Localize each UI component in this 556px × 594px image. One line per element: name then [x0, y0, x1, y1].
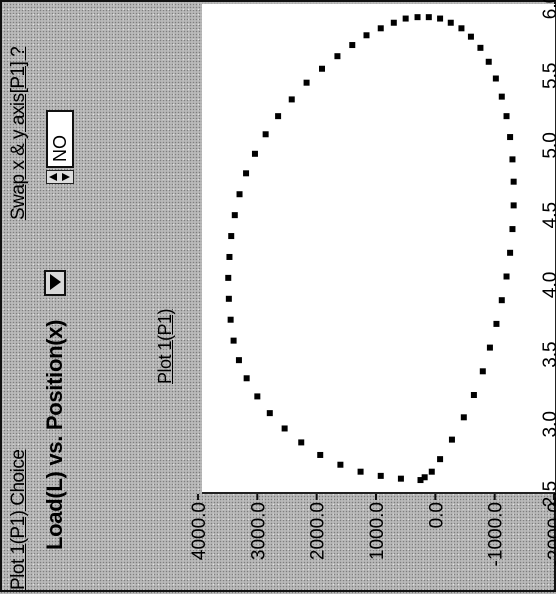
data-point: [227, 316, 234, 323]
data-point: [243, 170, 250, 177]
data-point: [437, 15, 444, 22]
data-point: [421, 474, 428, 481]
data-point: [479, 368, 486, 375]
data-point: [390, 19, 397, 26]
data-point: [492, 75, 499, 82]
data-point: [510, 178, 517, 185]
x-tick-label: 5.0: [540, 132, 556, 158]
data-point: [236, 191, 243, 198]
data-point: [317, 451, 324, 458]
data-point: [510, 202, 517, 209]
y-tick-label: 1000.0: [367, 502, 388, 560]
data-point: [281, 425, 288, 432]
data-point: [458, 25, 465, 32]
data-point: [243, 375, 250, 382]
data-point: [298, 439, 305, 446]
data-point: [397, 475, 404, 482]
x-tick-label: 4.0: [540, 272, 556, 298]
data-point: [334, 53, 341, 60]
data-point: [428, 468, 435, 475]
data-point: [288, 96, 295, 103]
data-point: [349, 42, 356, 49]
data-point: [254, 393, 261, 400]
x-tick-label: 2.5: [540, 481, 556, 507]
data-point: [275, 113, 282, 120]
data-point: [337, 461, 344, 468]
data-point: [470, 392, 477, 399]
data-point: [507, 249, 514, 256]
data-point: [485, 58, 492, 65]
data-point: [251, 150, 258, 157]
data-point: [235, 357, 242, 364]
data-point: [357, 468, 364, 475]
y-tick-label: 0.0: [426, 502, 447, 528]
x-tick-label: 3.0: [540, 411, 556, 437]
data-point: [509, 156, 516, 163]
data-point: [228, 233, 235, 240]
data-point: [262, 131, 269, 138]
data-point: [447, 19, 454, 26]
data-point: [414, 14, 421, 21]
x-tick-label: 5.5: [540, 63, 556, 89]
data-point: [231, 212, 238, 219]
x-tick-label: 4.5: [540, 202, 556, 228]
data-point: [319, 65, 326, 72]
data-point: [477, 44, 484, 51]
data-point: [437, 456, 444, 463]
data-point: [402, 15, 409, 22]
data-point: [467, 33, 474, 40]
y-tick-label: 2000.0: [308, 502, 329, 560]
data-point: [363, 32, 370, 39]
data-point: [507, 134, 514, 141]
data-point: [486, 344, 493, 351]
data-point: [377, 25, 384, 32]
data-point: [460, 414, 467, 421]
data-point: [226, 253, 233, 260]
data-point: [303, 79, 310, 86]
y-tick-label: 3000.0: [248, 502, 269, 560]
x-tick-label: 6.0: [540, 0, 556, 19]
data-point: [503, 113, 510, 120]
data-point: [377, 472, 384, 479]
data-point: [503, 273, 510, 280]
data-point: [266, 410, 273, 417]
y-tick-label: 4000.0: [189, 502, 210, 560]
y-tick-label: -2000.0: [545, 502, 556, 566]
x-tick-label: 3.5: [540, 341, 556, 367]
data-point: [498, 297, 505, 304]
data-point: [225, 274, 232, 281]
y-tick-label: -1000.0: [486, 502, 507, 566]
data-point: [230, 337, 237, 344]
data-point: [493, 320, 500, 327]
data-point: [225, 295, 232, 302]
data-point: [425, 14, 432, 21]
data-point: [448, 436, 455, 443]
data-point: [509, 226, 516, 233]
data-point: [498, 93, 505, 100]
